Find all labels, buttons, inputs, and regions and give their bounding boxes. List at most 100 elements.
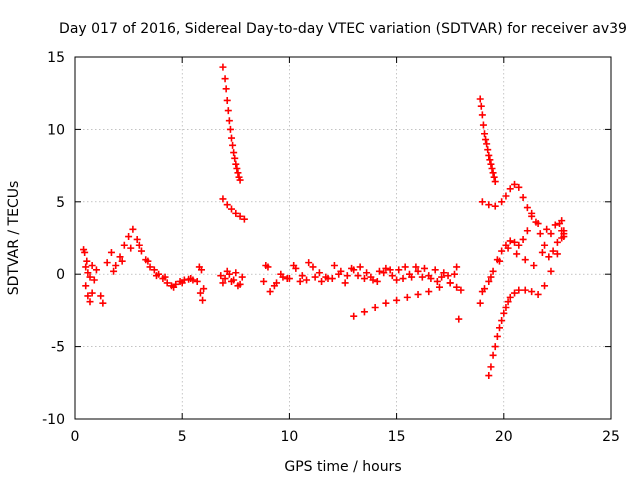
- data-point-marker: [348, 264, 356, 272]
- data-point-marker: [232, 160, 240, 168]
- data-point-marker: [403, 293, 411, 301]
- gridlines: [75, 57, 611, 419]
- data-point-marker: [363, 269, 371, 277]
- data-point-marker: [521, 286, 529, 294]
- data-point-marker: [309, 263, 317, 271]
- data-point-marker: [549, 247, 557, 255]
- series-arc-lower-19-23h: [485, 230, 568, 380]
- data-point-marker: [491, 202, 499, 210]
- data-point-marker: [487, 363, 495, 371]
- data-point-marker: [553, 238, 561, 246]
- data-point-marker: [511, 180, 519, 188]
- data-point-marker: [528, 288, 536, 296]
- data-point-marker: [523, 227, 531, 235]
- data-point-marker: [496, 324, 504, 332]
- data-point-marker: [504, 298, 512, 306]
- data-point-marker: [222, 85, 230, 93]
- data-point-marker: [393, 276, 401, 284]
- data-point-marker: [226, 125, 234, 133]
- data-point-marker: [414, 267, 422, 275]
- data-point-marker: [161, 273, 169, 281]
- data-point-marker: [234, 169, 242, 177]
- data-point-marker: [230, 149, 238, 157]
- data-point-marker: [519, 235, 527, 243]
- data-point-marker: [217, 272, 225, 280]
- data-point-marker: [322, 273, 330, 281]
- data-point-marker: [82, 263, 90, 271]
- data-point-marker: [223, 267, 231, 275]
- data-point-marker: [541, 282, 549, 290]
- data-point-marker: [489, 267, 497, 275]
- data-point-marker: [298, 272, 306, 280]
- data-point-marker: [262, 262, 270, 270]
- data-point-marker: [485, 277, 493, 285]
- data-point-marker: [489, 169, 497, 177]
- data-point-marker: [558, 227, 566, 235]
- data-point-marker: [504, 244, 512, 252]
- data-point-marker: [110, 267, 118, 275]
- data-point-marker: [382, 299, 390, 307]
- data-point-marker: [476, 299, 484, 307]
- data-point-marker: [487, 160, 495, 168]
- data-point-marker: [315, 269, 323, 277]
- data-point-marker: [146, 263, 154, 271]
- data-point-marker: [223, 201, 231, 209]
- data-point-marker: [498, 247, 506, 255]
- data-point-marker: [483, 140, 491, 148]
- series-arc-upper-19-23h: [478, 180, 568, 235]
- data-point-marker: [491, 178, 499, 186]
- data-point-marker: [270, 282, 278, 290]
- data-point-marker: [116, 253, 124, 261]
- data-point-marker: [485, 151, 493, 159]
- data-point-marker: [438, 273, 446, 281]
- data-point-marker: [328, 275, 336, 283]
- data-point-marker: [482, 136, 490, 144]
- series-branch-7h: [219, 195, 248, 223]
- data-point-marker: [260, 277, 268, 285]
- data-point-marker: [311, 273, 319, 281]
- data-point-marker: [487, 273, 495, 281]
- data-point-marker: [137, 247, 145, 255]
- data-point-marker: [219, 279, 227, 287]
- data-point-marker: [513, 250, 521, 258]
- data-point-marker: [229, 141, 237, 149]
- data-point-marker: [523, 204, 531, 212]
- data-point-marker: [371, 304, 379, 312]
- data-point-marker: [528, 209, 536, 217]
- data-point-marker: [197, 266, 205, 274]
- data-point-marker: [399, 275, 407, 283]
- data-point-marker: [127, 244, 135, 252]
- data-point-marker: [538, 248, 546, 256]
- data-point-marker: [401, 263, 409, 271]
- data-point-marker: [388, 272, 396, 280]
- data-point-marker: [86, 273, 94, 281]
- data-point-marker: [560, 233, 568, 241]
- data-point-marker: [303, 276, 311, 284]
- data-point-marker: [341, 279, 349, 287]
- data-point-marker: [103, 259, 111, 267]
- data-point-marker: [196, 289, 204, 297]
- data-point-marker: [414, 290, 422, 298]
- data-point-marker: [547, 230, 555, 238]
- data-point-marker: [152, 272, 160, 280]
- y-axis-label: SDTVAR / TECUs: [6, 181, 22, 296]
- data-point-marker: [86, 298, 94, 306]
- y-tick-label: 15: [47, 50, 65, 66]
- data-point-marker: [360, 308, 368, 316]
- axis-ticks: 0 5 10 15 20 25 -10 -5 0 5 10 15: [42, 50, 620, 445]
- data-point-marker: [107, 248, 115, 256]
- data-point-marker: [133, 235, 141, 243]
- x-tick-label: 0: [71, 429, 80, 445]
- data-point-marker: [266, 288, 274, 296]
- x-tick-label: 20: [495, 429, 513, 445]
- data-point-marker: [450, 270, 458, 278]
- data-point-marker: [489, 351, 497, 359]
- data-point-marker: [228, 205, 236, 213]
- data-point-marker: [485, 201, 493, 209]
- data-point-marker: [236, 212, 244, 220]
- data-point-marker: [506, 237, 514, 245]
- data-point-marker: [150, 266, 158, 274]
- data-point-marker: [532, 218, 540, 226]
- data-point-marker: [477, 102, 485, 110]
- series-morning-band: [103, 225, 201, 291]
